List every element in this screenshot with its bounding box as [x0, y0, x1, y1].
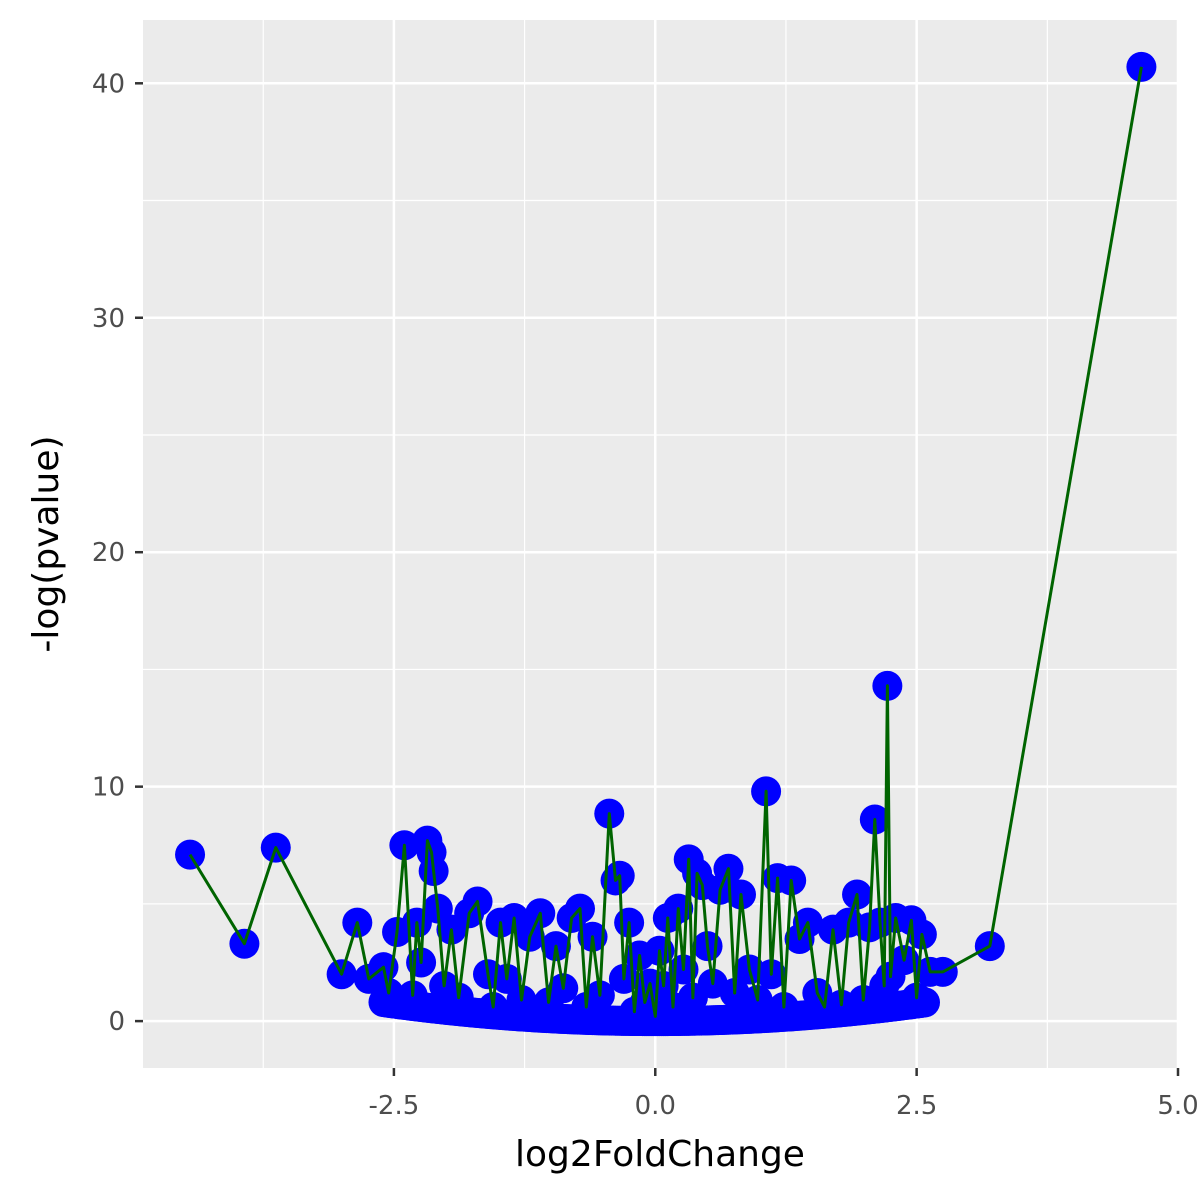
y-tick-label: 20 [92, 538, 125, 568]
y-tick-label: 0 [108, 1007, 125, 1037]
y-axis-title: -log(pvalue) [26, 435, 67, 652]
x-tick-label: 0.0 [635, 1091, 676, 1121]
y-axis-tick-labels: 0 10 20 30 40 [92, 69, 125, 1037]
data-point [1126, 51, 1157, 82]
x-tick-label: -2.5 [369, 1091, 420, 1121]
y-tick-label: 40 [92, 69, 125, 99]
axis-ticks [135, 82, 1180, 1076]
x-tick-label: 5.0 [1157, 1091, 1198, 1121]
x-tick-label: 2.5 [896, 1091, 937, 1121]
x-axis-tick-labels: -2.5 0.0 2.5 5.0 [369, 1091, 1199, 1121]
y-tick-label: 30 [92, 304, 125, 334]
x-axis-title: log2FoldChange [515, 1134, 805, 1175]
plot-panel [143, 20, 1178, 1068]
minor-gridlines [143, 20, 1178, 1068]
y-tick-label: 10 [92, 773, 125, 803]
data-line [188, 66, 1143, 1018]
major-gridlines [143, 20, 1180, 1068]
data-points [175, 51, 1157, 1037]
